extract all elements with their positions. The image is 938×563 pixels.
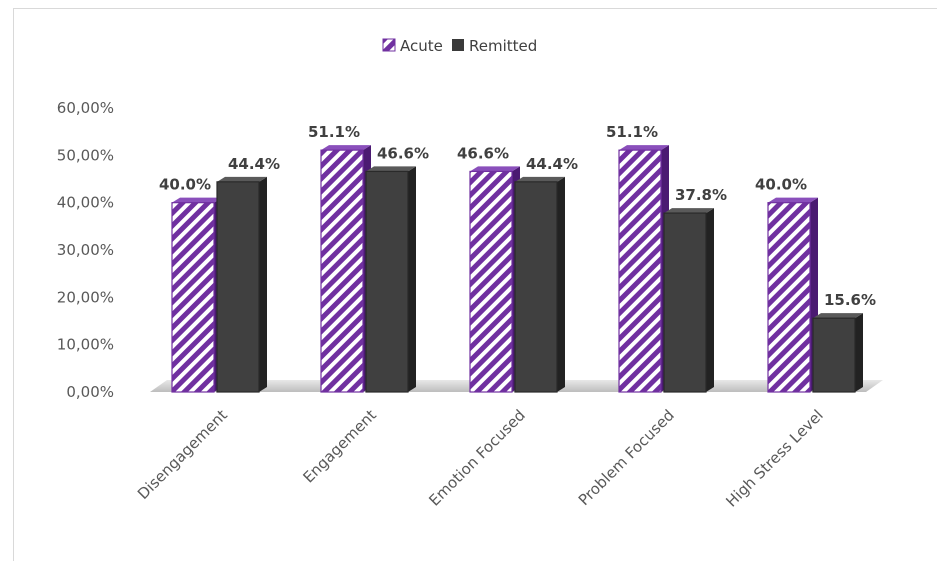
bar-top-face	[619, 145, 669, 151]
bar-acute	[469, 166, 520, 393]
bar-top-face	[217, 176, 267, 182]
bar-remitted	[812, 313, 863, 393]
bar-front-face	[618, 149, 662, 393]
bar-remitted	[663, 208, 714, 393]
y-tick-label: 60,00%	[57, 99, 114, 117]
bar-side-face	[706, 208, 714, 392]
bar-top-face	[813, 313, 863, 319]
category-label: Disengagement	[134, 406, 231, 503]
bar-front-face	[320, 149, 364, 393]
bar-front-face	[767, 202, 811, 393]
category-labels: Disengagement Engagement Emotion Focused Pr…	[134, 406, 827, 511]
bar-front-face	[216, 181, 260, 393]
bar-remitted	[216, 176, 267, 393]
bar-acute	[767, 197, 818, 393]
bar-top-face	[172, 197, 222, 203]
legend-swatch-remitted	[452, 39, 464, 51]
bar-front-face	[171, 202, 215, 393]
bar-top-face	[515, 176, 565, 182]
bar-front-face	[812, 317, 856, 393]
bar-side-face	[855, 313, 863, 392]
data-label-acute: 51.1%	[308, 123, 360, 141]
bar-acute	[171, 197, 222, 393]
legend-label-remitted: Remitted	[469, 37, 537, 55]
y-axis-ticks: 0,00% 10,00% 20,00% 30,00% 40,00% 50,00% 60,00…	[57, 99, 114, 401]
bar-top-face	[664, 208, 714, 214]
bar-side-face	[408, 166, 416, 392]
bar-acute	[618, 145, 669, 393]
bar-top-face	[366, 166, 416, 172]
legend-label-acute: Acute	[400, 37, 443, 55]
y-tick-label: 20,00%	[57, 288, 114, 306]
bar-top-face	[768, 197, 818, 203]
y-tick-label: 50,00%	[57, 146, 114, 164]
bar-front-face	[663, 212, 707, 393]
bar-top-face	[321, 145, 371, 151]
bar-front-face	[514, 181, 558, 393]
bar-remitted	[514, 176, 565, 393]
data-label-acute: 40.0%	[755, 176, 807, 194]
category-label: Problem Focused	[575, 406, 678, 509]
bar-front-face	[365, 170, 409, 393]
y-tick-label: 10,00%	[57, 336, 114, 354]
bar-side-face	[259, 176, 267, 392]
data-label-remitted: 44.4%	[228, 155, 280, 173]
legend: Acute Remitted	[382, 37, 537, 55]
data-label-remitted: 15.6%	[824, 291, 876, 309]
bar-front-face	[469, 170, 513, 393]
data-label-remitted: 37.8%	[675, 186, 727, 204]
bar-remitted	[365, 166, 416, 393]
data-label-remitted: 44.4%	[526, 155, 578, 173]
y-tick-label: 40,00%	[57, 194, 114, 212]
category-label: High Stress Level	[722, 406, 826, 510]
category-label: Emotion Focused	[425, 406, 528, 509]
data-label-acute: 40.0%	[159, 176, 211, 194]
data-label-remitted: 46.6%	[377, 144, 429, 162]
y-tick-label: 30,00%	[57, 241, 114, 259]
bars	[171, 145, 863, 393]
data-label-acute: 51.1%	[606, 123, 658, 141]
legend-swatch-acute	[382, 38, 396, 52]
category-label: Engagement	[299, 406, 379, 486]
bar-acute	[320, 145, 371, 393]
bar-top-face	[470, 166, 520, 172]
data-labels: 40.0% 44.4% 51.1% 46.6% 46.6% 44.4% 51.1% 37.8%…	[159, 123, 876, 309]
data-label-acute: 46.6%	[457, 144, 509, 162]
bar-side-face	[557, 176, 565, 392]
y-tick-label: 0,00%	[66, 383, 114, 401]
